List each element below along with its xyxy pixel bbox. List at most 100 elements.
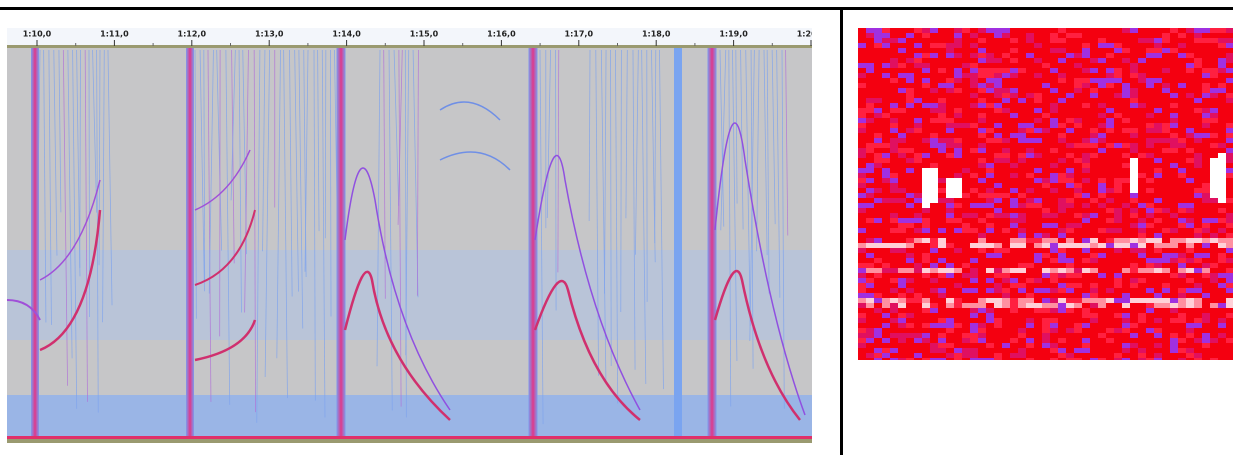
pixel bbox=[930, 148, 938, 153]
pixel bbox=[962, 258, 970, 263]
pixel bbox=[1082, 98, 1090, 103]
pixel bbox=[1082, 43, 1090, 48]
pixel bbox=[1114, 338, 1122, 343]
pixel bbox=[1146, 348, 1154, 353]
pixel bbox=[1122, 298, 1130, 303]
pixel bbox=[962, 283, 970, 288]
pixel bbox=[1010, 28, 1018, 33]
pixel bbox=[994, 123, 1002, 128]
pixel bbox=[906, 238, 914, 243]
pixel bbox=[1058, 238, 1066, 243]
pixel bbox=[954, 328, 962, 333]
pixel bbox=[866, 278, 874, 283]
pixel bbox=[866, 113, 874, 118]
pixel bbox=[1010, 258, 1018, 263]
pixel bbox=[1130, 93, 1138, 98]
pixel bbox=[1066, 103, 1074, 108]
pixel bbox=[1042, 198, 1050, 203]
pixel bbox=[898, 268, 906, 273]
pixel bbox=[1034, 273, 1042, 278]
pixel bbox=[1026, 148, 1034, 153]
pixel bbox=[1178, 123, 1186, 128]
pixel bbox=[1042, 338, 1050, 343]
pixel bbox=[890, 348, 898, 353]
pixel bbox=[1138, 108, 1146, 113]
pixel bbox=[1186, 283, 1194, 288]
pixel bbox=[1098, 328, 1106, 333]
pixel bbox=[1162, 318, 1170, 323]
pixel bbox=[1002, 318, 1010, 323]
pixel bbox=[938, 58, 946, 63]
pixel bbox=[954, 243, 962, 248]
pixel bbox=[858, 88, 866, 93]
pixel bbox=[1122, 158, 1130, 163]
pixel bbox=[1218, 163, 1226, 168]
pixel bbox=[1010, 218, 1018, 223]
pixel bbox=[882, 178, 890, 183]
pixel bbox=[1082, 308, 1090, 313]
pixel bbox=[970, 318, 978, 323]
pixel bbox=[1226, 268, 1233, 273]
pixel bbox=[1058, 253, 1066, 258]
pixel bbox=[1090, 138, 1098, 143]
pixel bbox=[962, 178, 970, 183]
time-label: 1:17,0 bbox=[565, 30, 594, 39]
pixel bbox=[906, 288, 914, 293]
click-band bbox=[529, 48, 538, 436]
pixel bbox=[1202, 253, 1210, 258]
pixel bbox=[994, 238, 1002, 243]
pixel bbox=[882, 238, 890, 243]
pixel bbox=[1050, 58, 1058, 63]
pixel bbox=[1050, 203, 1058, 208]
pixel bbox=[986, 33, 994, 38]
pixel bbox=[1218, 183, 1226, 188]
pixel bbox=[954, 218, 962, 223]
pixel bbox=[874, 108, 882, 113]
pixel bbox=[1058, 178, 1066, 183]
pixel bbox=[1202, 153, 1210, 158]
pixel bbox=[1194, 268, 1202, 273]
pixel bbox=[1202, 203, 1210, 208]
pixel bbox=[1026, 193, 1034, 198]
pixel bbox=[1170, 238, 1178, 243]
pixel bbox=[874, 118, 882, 123]
pixel bbox=[866, 73, 874, 78]
pixel bbox=[1058, 328, 1066, 333]
pixel bbox=[1154, 268, 1162, 273]
pixel bbox=[978, 308, 986, 313]
pixel bbox=[1138, 268, 1146, 273]
pixel bbox=[1226, 353, 1233, 358]
pixel bbox=[930, 133, 938, 138]
pixel bbox=[1162, 323, 1170, 328]
pixel bbox=[858, 228, 866, 233]
pixel bbox=[1218, 158, 1226, 163]
pixel bbox=[1114, 333, 1122, 338]
pixel bbox=[1034, 338, 1042, 343]
pixel bbox=[1010, 338, 1018, 343]
pixel bbox=[1154, 218, 1162, 223]
pixel bbox=[978, 243, 986, 248]
pixel bbox=[1066, 73, 1074, 78]
pixel bbox=[1114, 173, 1122, 178]
pixel bbox=[930, 153, 938, 158]
pixel bbox=[1074, 123, 1082, 128]
pixel bbox=[1122, 253, 1130, 258]
pixel bbox=[938, 203, 946, 208]
pixel bbox=[962, 183, 970, 188]
pixel bbox=[1178, 108, 1186, 113]
pixel bbox=[970, 253, 978, 258]
pixel bbox=[1082, 253, 1090, 258]
pixel bbox=[858, 318, 866, 323]
pixel bbox=[1018, 108, 1026, 113]
pixel bbox=[1074, 188, 1082, 193]
pixel bbox=[1226, 53, 1233, 58]
pixel bbox=[1074, 208, 1082, 213]
pixel bbox=[890, 53, 898, 58]
pixel bbox=[914, 88, 922, 93]
pixel bbox=[1066, 83, 1074, 88]
pixel bbox=[1226, 233, 1233, 238]
pixel bbox=[898, 308, 906, 313]
pixel bbox=[1194, 353, 1202, 358]
pixel bbox=[882, 203, 890, 208]
